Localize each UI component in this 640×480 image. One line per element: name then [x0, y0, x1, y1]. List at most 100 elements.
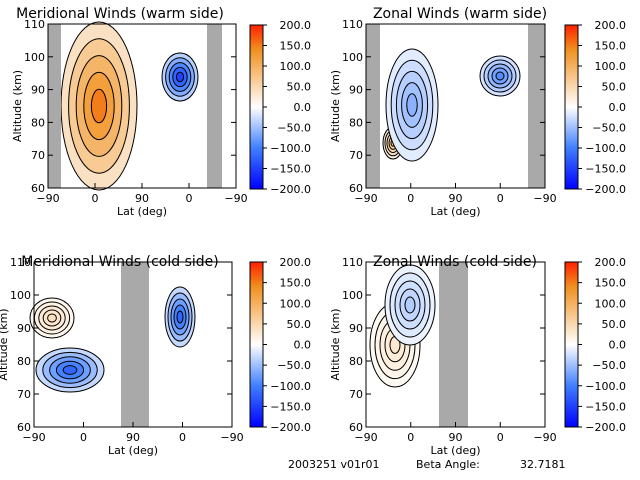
contour-negative-3-5	[495, 71, 505, 81]
y-tick-label: 70	[31, 149, 45, 162]
y-tick-label: 100	[10, 289, 31, 302]
x-tick-label: 0	[497, 431, 504, 444]
colorbar-tick-label: −100.0	[585, 142, 626, 155]
colorbar-tick-label: 150.0	[280, 40, 312, 53]
colorbar-tick-label: 50.0	[287, 318, 312, 331]
colorbar-tick-label: −150.0	[585, 400, 626, 413]
colorbar-tick-label: −200.0	[585, 183, 626, 196]
x-tick-label: 0	[179, 431, 186, 444]
contour-negative-3-5	[176, 310, 184, 324]
y-tick-label: 70	[349, 149, 363, 162]
colorbar-tick-label: −100.0	[270, 380, 311, 393]
colorbar-tick-label: 100.0	[280, 60, 312, 73]
x-tick-label: −90	[220, 431, 243, 444]
colorbar-tick-label: −150.0	[270, 163, 311, 176]
chart-title: Zonal Winds (warm side)	[373, 6, 547, 22]
y-tick-label: 100	[342, 51, 363, 64]
data-gap-band	[528, 24, 545, 188]
colorbar-tick-label: 0.0	[609, 101, 627, 114]
chart-panel-1: 60 70 80 90 100 110 −90 0 90 0 −90 Meridional Winds…	[11, 6, 311, 218]
data-gap-band	[366, 24, 380, 188]
x-tick-label: −90	[36, 192, 59, 205]
x-tick-label: 90	[135, 192, 149, 205]
colorbar: 200.0 150.0 100.0 50.0 0.0 −50.0 −100.0 −150.0 −…	[249, 19, 312, 196]
colorbar-tick-label: −200.0	[270, 183, 311, 196]
x-tick-label: 90	[449, 431, 463, 444]
colorbar-tick-label: −150.0	[270, 400, 311, 413]
y-tick-label: 100	[24, 51, 45, 64]
data-gap-band	[439, 262, 468, 427]
x-axis-label: Lat (deg)	[117, 205, 167, 218]
footer-beta-label: Beta Angle:	[416, 458, 480, 471]
y-tick-label: 90	[349, 84, 363, 97]
footer-beta-value: 32.7181	[520, 458, 566, 471]
colorbar-tick-label: −200.0	[270, 421, 311, 434]
x-tick-label: 0	[80, 431, 87, 444]
chart-panel-3: 60 70 80 90 100 110 −90 0 90 0 −90 Meridional Winds…	[0, 254, 311, 457]
x-tick-label: −90	[22, 431, 45, 444]
x-tick-label: 0	[497, 192, 504, 205]
contour-negative-2-5	[175, 71, 185, 83]
y-axis-label: Altitude (km)	[0, 308, 10, 380]
y-axis-label: Altitude (km)	[11, 70, 24, 142]
y-axis-label: Altitude (km)	[329, 70, 342, 142]
y-tick-label: 70	[349, 388, 363, 401]
y-axis-label: Altitude (km)	[329, 308, 342, 380]
y-tick-label: 110	[10, 256, 31, 269]
colorbar-tick-label: −50.0	[592, 359, 626, 372]
chart-title: Meridional Winds (cold side)	[21, 254, 219, 270]
colorbar-tick-label: 200.0	[280, 256, 312, 269]
colorbar-tick-label: 0.0	[294, 339, 312, 352]
colorbar-tick-label: 100.0	[595, 60, 627, 73]
x-tick-label: 0	[186, 192, 193, 205]
y-tick-label: 110	[342, 18, 363, 31]
colorbar-tick-label: 0.0	[294, 101, 312, 114]
colorbar-tick-label: 150.0	[280, 277, 312, 290]
chart-panel-2: 60 70 80 90 100 110 −90 0 90 0 −90 Zonal Winds (war…	[329, 6, 626, 218]
colorbar: 200.0 150.0 100.0 50.0 0.0 −50.0 −100.0 −150.0 −…	[249, 256, 312, 434]
x-tick-label: −90	[224, 192, 247, 205]
y-tick-label: 70	[17, 388, 31, 401]
colorbar: 200.0 150.0 100.0 50.0 0.0 −50.0 −100.0 −150.0 −…	[564, 256, 627, 434]
y-tick-label: 80	[17, 355, 31, 368]
y-tick-label: 60	[17, 421, 31, 434]
y-tick-label: 100	[342, 289, 363, 302]
contour-negative-2-5	[404, 296, 416, 314]
y-tick-label: 90	[17, 322, 31, 335]
x-tick-label: −90	[533, 431, 556, 444]
colorbar-tick-label: −150.0	[585, 163, 626, 176]
contour-positive-2-5	[47, 313, 57, 323]
colorbar-ramp	[564, 261, 579, 428]
colorbar-ramp	[249, 261, 264, 428]
chart-title: Meridional Winds (warm side)	[16, 6, 224, 22]
y-tick-label: 80	[349, 355, 363, 368]
colorbar-tick-label: 100.0	[280, 297, 312, 310]
y-tick-label: 60	[349, 182, 363, 195]
colorbar-tick-label: 200.0	[280, 19, 312, 32]
colorbar-tick-label: 200.0	[595, 19, 627, 32]
y-tick-label: 60	[349, 421, 363, 434]
colorbar-tick-label: 100.0	[595, 297, 627, 310]
y-tick-label: 80	[349, 116, 363, 129]
chart-title: Zonal Winds (cold side)	[373, 254, 537, 270]
colorbar-tick-label: −100.0	[585, 380, 626, 393]
contour-positive-1-5	[90, 88, 108, 124]
x-tick-label: 0	[407, 431, 414, 444]
chart-panel-4: 60 70 80 90 100 110 −90 0 90 0 −90 Zonal Winds (col…	[329, 254, 626, 457]
x-tick-label: −90	[533, 192, 556, 205]
colorbar-tick-label: −50.0	[277, 359, 311, 372]
colorbar-tick-label: 50.0	[602, 318, 627, 331]
colorbar-tick-label: 150.0	[595, 277, 627, 290]
colorbar-tick-label: −50.0	[592, 122, 626, 135]
x-tick-label: −90	[354, 192, 377, 205]
y-tick-label: 110	[342, 256, 363, 269]
colorbar-tick-label: 50.0	[287, 81, 312, 94]
contour-negative-2-5	[406, 93, 418, 117]
y-tick-label: 110	[24, 18, 45, 31]
footer-date-version: 2003251 v01r01	[288, 458, 380, 471]
colorbar: 200.0 150.0 100.0 50.0 0.0 −50.0 −100.0 −150.0 −…	[564, 19, 627, 196]
x-tick-label: 90	[449, 192, 463, 205]
contour-negative-1-5	[62, 365, 78, 375]
x-tick-label: 0	[407, 192, 414, 205]
